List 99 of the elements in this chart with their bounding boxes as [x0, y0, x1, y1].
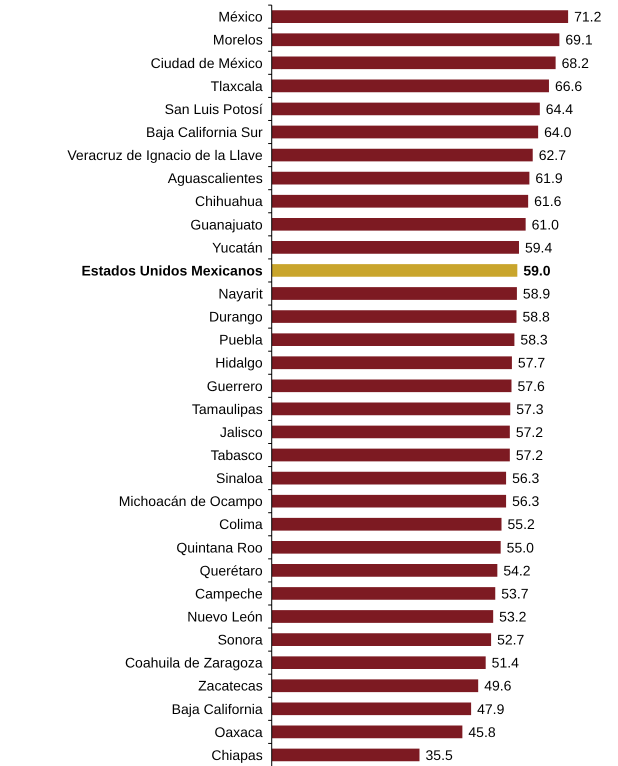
bar: [272, 310, 516, 323]
data-label: 45.8: [468, 724, 496, 740]
y-tick-label: Quintana Roo: [176, 539, 263, 556]
data-label: 53.2: [499, 608, 527, 625]
bar: [272, 126, 538, 138]
bar: [272, 679, 478, 692]
data-label: 58.3: [520, 332, 548, 348]
y-tick-label: Veracruz de Ignacio de la Llave: [67, 147, 263, 164]
data-label: 51.4: [492, 654, 520, 671]
y-tick-label: Nayarit: [218, 286, 263, 302]
y-tick-label: San Luis Potosí: [164, 100, 263, 117]
y-tick-label: Baja California: [172, 700, 263, 717]
y-tick-label: Sonora: [218, 632, 263, 648]
data-label: 61.6: [534, 193, 562, 210]
y-tick-label: México: [218, 8, 263, 25]
y-tick-label: Aguascalientes: [168, 170, 263, 186]
data-label: 56.3: [512, 493, 540, 510]
bar: [272, 10, 568, 23]
data-label: 68.2: [562, 54, 590, 71]
data-label: 59.0: [523, 262, 551, 278]
bar: [272, 148, 533, 162]
data-label: 66.6: [554, 78, 582, 94]
y-tick-label: Ciudad de México: [150, 54, 263, 71]
bar: [272, 494, 506, 508]
y-tick-label: Zacatecas: [198, 678, 263, 694]
data-label: 64.4: [546, 100, 574, 117]
bar: [272, 702, 472, 716]
y-tick-label: Colima: [219, 516, 263, 532]
bar: [272, 80, 549, 92]
y-tick-label: Chiapas: [211, 746, 263, 763]
data-label: 59.4: [524, 239, 552, 256]
bar: [272, 472, 506, 484]
bar: [272, 218, 526, 231]
y-tick-label: Tamaulipas: [192, 400, 263, 417]
data-label: 57.2: [516, 447, 544, 464]
bar: [272, 564, 498, 577]
y-tick-label: Querétaro: [200, 562, 263, 578]
data-label: 61.9: [535, 170, 563, 186]
y-tick-label: Puebla: [219, 332, 263, 348]
bar: [272, 33, 560, 46]
data-label: 57.2: [516, 424, 544, 440]
bar: [272, 633, 492, 646]
bar: [272, 748, 420, 762]
bar: [272, 379, 512, 392]
y-tick-label: Yucatán: [212, 239, 263, 256]
y-tick-label: Durango: [209, 308, 263, 325]
data-label: 49.6: [484, 678, 512, 694]
y-tick-label: Morelos: [212, 32, 263, 48]
data-label: 35.5: [425, 746, 453, 763]
data-label: 69.1: [565, 32, 593, 48]
y-tick-label: Sinaloa: [216, 470, 263, 486]
bar: [272, 587, 496, 600]
y-tick-label: Chihuahua: [194, 193, 263, 210]
y-tick-label: Campeche: [195, 585, 263, 602]
y-tick-label: Tabasco: [210, 447, 263, 464]
bar: [272, 194, 528, 208]
data-label: 53.7: [501, 585, 529, 602]
bar: [272, 287, 517, 300]
data-label: 54.2: [503, 562, 531, 578]
y-tick-label: Guerrero: [206, 378, 263, 394]
data-label: 57.7: [518, 354, 546, 371]
bar: [272, 518, 502, 531]
y-tick-label: Oaxaca: [214, 724, 263, 740]
bar: [272, 172, 530, 184]
data-label: 58.9: [522, 286, 550, 302]
data-label: 55.0: [506, 539, 534, 556]
data-label: 56.3: [512, 470, 540, 486]
data-label: 71.2: [574, 8, 602, 25]
data-label: 55.2: [508, 516, 535, 532]
data-label: 52.7: [497, 632, 525, 648]
bar: [272, 448, 510, 462]
bar: [272, 241, 519, 254]
bar: [272, 264, 518, 277]
bar: [272, 56, 556, 70]
y-tick-label: Estados Unidos Mexicanos: [81, 262, 263, 278]
y-tick-label: Guanajuato: [190, 216, 263, 232]
bar: [272, 726, 462, 738]
y-tick-label: Jalisco: [220, 424, 263, 440]
bar: [272, 356, 512, 370]
data-label: 61.0: [532, 216, 560, 232]
y-tick-label: Hidalgo: [215, 354, 263, 371]
y-tick-label: Coahuila de Zaragoza: [124, 654, 263, 671]
data-label: 57.6: [517, 378, 545, 394]
y-tick-label: Tlaxcala: [210, 78, 263, 94]
bar: [272, 402, 510, 416]
bar: [272, 333, 514, 346]
bar: [272, 426, 510, 438]
bar: [272, 102, 540, 116]
data-label: 47.9: [477, 700, 505, 717]
bar: [272, 610, 494, 623]
data-label: 62.7: [538, 147, 566, 164]
bar: [272, 540, 501, 554]
data-label: 64.0: [544, 124, 572, 140]
data-label: 57.3: [516, 400, 544, 417]
y-tick-label: Nuevo León: [187, 608, 263, 625]
data-label: 58.8: [522, 308, 550, 325]
y-tick-label: Baja California Sur: [146, 124, 264, 140]
y-tick-label: Michoacán de Ocampo: [118, 493, 263, 510]
bar: [272, 656, 486, 670]
